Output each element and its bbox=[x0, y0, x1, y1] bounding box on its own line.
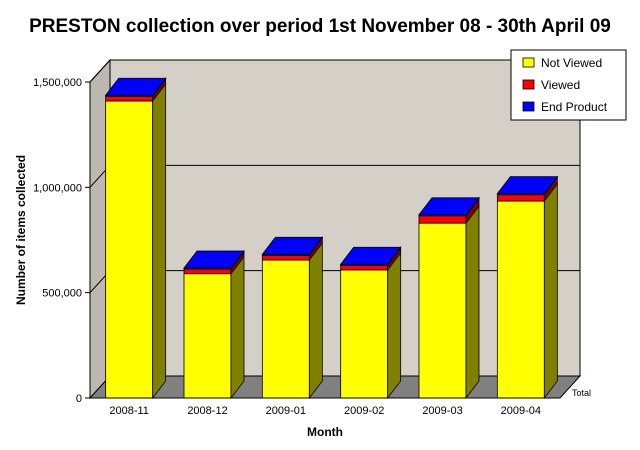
x-tick-label: 2009-01 bbox=[266, 405, 306, 417]
legend-swatch bbox=[522, 57, 535, 68]
bar-stack bbox=[183, 249, 245, 400]
bar-segment-side bbox=[387, 251, 402, 400]
x-tick-label: 2008-11 bbox=[109, 405, 149, 417]
bar-segment-front bbox=[496, 194, 545, 202]
axes: 0 500,000 1,000,000 1,500,000 2008-11 2008-12… bbox=[14, 77, 591, 439]
legend-label: Not Viewed bbox=[541, 56, 602, 70]
legend-swatch bbox=[522, 101, 535, 112]
bar-top bbox=[104, 77, 167, 96]
bar-stack bbox=[261, 236, 324, 400]
bar-stack bbox=[104, 77, 167, 400]
legend-label: Viewed bbox=[541, 78, 580, 92]
bar-segment-front bbox=[418, 222, 467, 399]
y-tick-label: 0 bbox=[76, 393, 82, 405]
bar-top bbox=[261, 236, 324, 255]
bar-segment-side bbox=[152, 82, 167, 400]
y-tick-label: 1,500,000 bbox=[33, 77, 82, 89]
chart-title: PRESTON collection over period 1st Novem… bbox=[29, 16, 611, 37]
x-tick-label: 2009-02 bbox=[344, 405, 384, 417]
bar-top bbox=[339, 246, 402, 265]
bar-segment-front bbox=[340, 264, 389, 271]
y-tick-label: 1,000,000 bbox=[33, 182, 82, 194]
bar-segment-front bbox=[105, 95, 154, 102]
bar-segment-front bbox=[183, 273, 232, 399]
bar-top bbox=[496, 176, 559, 195]
bar-segment-side bbox=[230, 255, 245, 400]
bars bbox=[104, 77, 559, 400]
gridline bbox=[89, 59, 580, 83]
bar-segment-front bbox=[496, 200, 545, 399]
bar-segment-front bbox=[183, 268, 232, 275]
bar-segment-front bbox=[418, 215, 467, 224]
bar-segment-front bbox=[340, 269, 389, 399]
x-tick-label: 2009-03 bbox=[422, 405, 462, 417]
x-axis-title: Month bbox=[307, 425, 343, 439]
legend: Not Viewed Viewed End Product bbox=[510, 49, 627, 121]
y-axis-title: Number of items collected bbox=[14, 155, 28, 305]
bar-stack bbox=[418, 196, 480, 400]
depth-axis-label: Total bbox=[572, 388, 591, 398]
x-tick-label: 2008-12 bbox=[187, 405, 227, 417]
legend-label: End Product bbox=[541, 100, 608, 114]
bar-segment-side bbox=[308, 241, 323, 400]
bar-segment-front bbox=[261, 254, 310, 261]
bar-segment-front bbox=[105, 100, 154, 399]
bar-stack bbox=[496, 175, 559, 400]
bar-stack bbox=[339, 246, 402, 400]
x-tick-label: 2009-04 bbox=[501, 405, 541, 417]
bar-top bbox=[418, 197, 480, 216]
legend-swatch bbox=[522, 79, 535, 90]
bar-segment-side bbox=[543, 182, 558, 400]
y-tick-label: 500,000 bbox=[42, 288, 82, 300]
bar-top bbox=[183, 250, 245, 269]
bar-segment-side bbox=[465, 204, 480, 400]
bar-segment-front bbox=[261, 259, 310, 399]
